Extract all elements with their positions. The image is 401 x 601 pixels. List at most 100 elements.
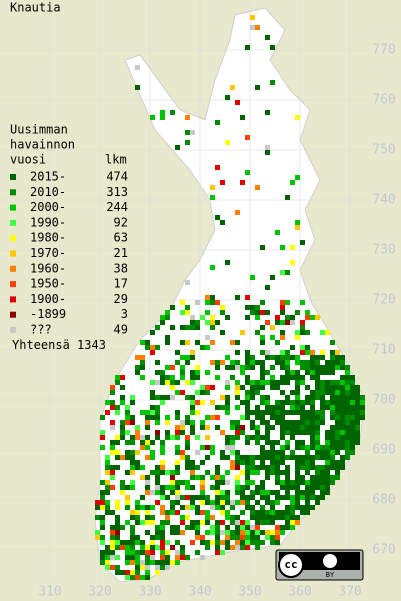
- legend-label: 1950-: [30, 277, 66, 291]
- observation-square: [355, 405, 360, 410]
- observation-square: [230, 545, 235, 550]
- observation-square: [305, 470, 310, 475]
- observation-square: [215, 365, 220, 370]
- observation-square: [215, 530, 220, 535]
- observation-square: [200, 520, 205, 525]
- observation-square: [355, 430, 360, 435]
- observation-square: [195, 535, 200, 540]
- observation-square: [335, 360, 340, 365]
- observation-square: [290, 520, 295, 525]
- observation-square: [340, 415, 345, 420]
- observation-square: [230, 450, 235, 455]
- observation-square: [340, 455, 345, 460]
- observation-square: [295, 440, 300, 445]
- observation-square: [275, 525, 280, 530]
- observation-square: [215, 525, 220, 530]
- observation-square: [355, 385, 360, 390]
- observation-square: [110, 525, 115, 530]
- observation-square: [100, 515, 105, 520]
- observation-square: [130, 510, 135, 515]
- observation-square: [245, 485, 250, 490]
- observation-square: [345, 395, 350, 400]
- observation-square: [210, 500, 215, 505]
- observation-square: [335, 380, 340, 385]
- legend-label: 1970-: [30, 246, 66, 260]
- observation-square: [355, 415, 360, 420]
- observation-square: [220, 540, 225, 545]
- observation-square: [340, 405, 345, 410]
- observation-square: [115, 565, 120, 570]
- observation-square: [310, 440, 315, 445]
- observation-square: [195, 505, 200, 510]
- observation-square: [250, 380, 255, 385]
- observation-square: [235, 100, 240, 105]
- observation-square: [145, 510, 150, 515]
- observation-square: [325, 450, 330, 455]
- observation-square: [230, 420, 235, 425]
- observation-square: [275, 405, 280, 410]
- observation-square: [265, 440, 270, 445]
- observation-square: [260, 420, 265, 425]
- observation-square: [225, 495, 230, 500]
- observation-square: [170, 530, 175, 535]
- observation-square: [180, 495, 185, 500]
- observation-square: [150, 535, 155, 540]
- observation-square: [110, 445, 115, 450]
- y-tick-label: 730: [372, 243, 395, 258]
- observation-square: [165, 550, 170, 555]
- observation-square: [270, 460, 275, 465]
- observation-square: [160, 440, 165, 445]
- observation-square: [220, 360, 225, 365]
- observation-square: [195, 475, 200, 480]
- y-tick-label: 710: [372, 343, 395, 358]
- observation-square: [335, 390, 340, 395]
- observation-square: [310, 445, 315, 450]
- observation-square: [135, 435, 140, 440]
- observation-square: [285, 320, 290, 325]
- observation-square: [235, 465, 240, 470]
- observation-square: [280, 350, 285, 355]
- observation-square: [160, 315, 165, 320]
- observation-square: [355, 410, 360, 415]
- observation-square: [330, 475, 335, 480]
- observation-square: [245, 360, 250, 365]
- legend-count: 244: [106, 200, 128, 214]
- observation-square: [295, 225, 300, 230]
- observation-square: [250, 460, 255, 465]
- legend-swatch: [10, 250, 16, 257]
- observation-square: [310, 490, 315, 495]
- observation-square: [190, 520, 195, 525]
- observation-square: [295, 445, 300, 450]
- observation-square: [105, 460, 110, 465]
- observation-square: [305, 425, 310, 430]
- observation-square: [180, 545, 185, 550]
- observation-square: [330, 390, 335, 395]
- observation-square: [205, 425, 210, 430]
- observation-square: [210, 530, 215, 535]
- observation-square: [140, 575, 145, 580]
- observation-square: [200, 425, 205, 430]
- legend-swatch: [10, 235, 16, 242]
- observation-square: [285, 315, 290, 320]
- observation-square: [330, 435, 335, 440]
- observation-square: [315, 370, 320, 375]
- observation-square: [345, 415, 350, 420]
- observation-square: [205, 540, 210, 545]
- observation-square: [310, 315, 315, 320]
- observation-square: [125, 420, 130, 425]
- observation-square: [125, 500, 130, 505]
- observation-square: [115, 405, 120, 410]
- observation-square: [330, 430, 335, 435]
- observation-square: [285, 495, 290, 500]
- observation-square: [240, 525, 245, 530]
- observation-square: [155, 430, 160, 435]
- observation-square: [190, 350, 195, 355]
- observation-square: [130, 400, 135, 405]
- observation-square: [260, 445, 265, 450]
- observation-square: [110, 390, 115, 395]
- observation-square: [320, 455, 325, 460]
- observation-square: [175, 465, 180, 470]
- observation-square: [250, 360, 255, 365]
- observation-square: [185, 525, 190, 530]
- observation-square: [115, 380, 120, 385]
